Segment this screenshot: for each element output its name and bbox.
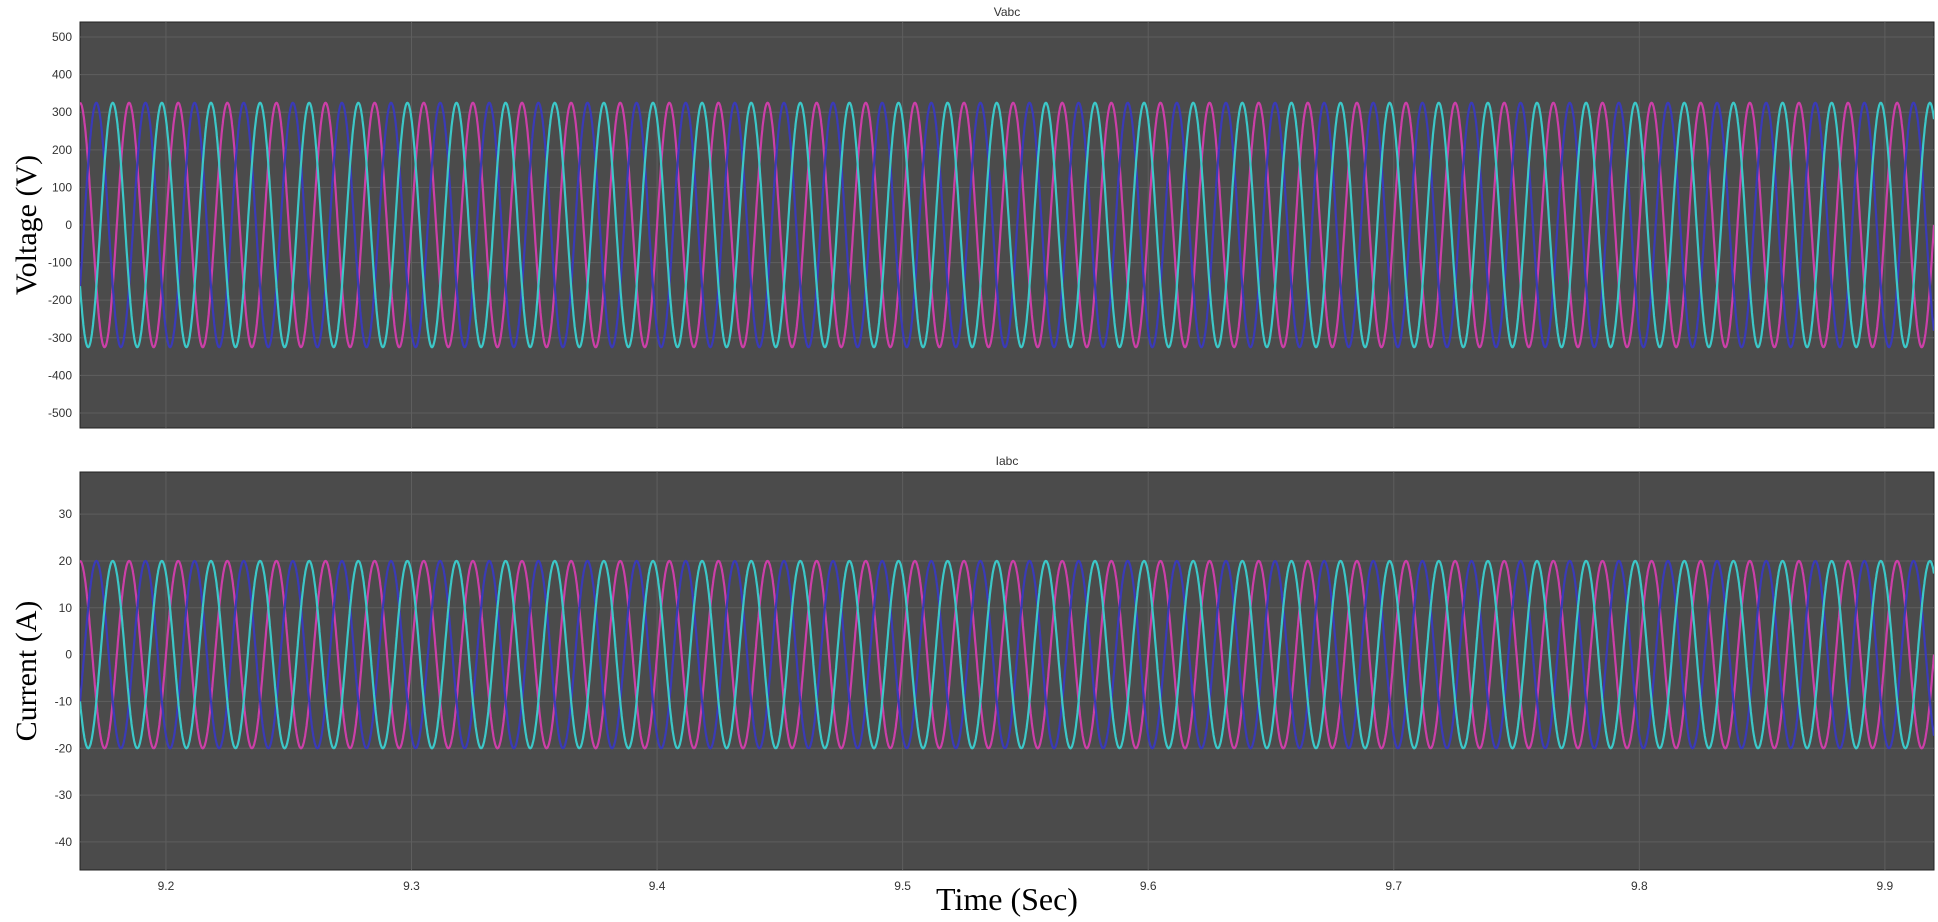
current-series-line-phase-2 (80, 559, 1934, 750)
current-x-tick-label: 9.2 (158, 879, 175, 893)
current-x-tick-label: 9.7 (1385, 879, 1402, 893)
current-plot-area (79, 471, 1935, 871)
current-x-tick-label: 9.4 (649, 879, 666, 893)
current-x-tick-label: 9.3 (403, 879, 420, 893)
voltage-y-tick-label: 300 (52, 105, 72, 119)
current-x-tick-label: 9.6 (1140, 879, 1157, 893)
voltage-y-tick-label: -200 (48, 293, 72, 307)
current-x-tick-label: 9.8 (1631, 879, 1648, 893)
voltage-y-tick-label: -500 (48, 406, 72, 420)
voltage-y-tick-label: -100 (48, 256, 72, 270)
current-y-tick-label: 30 (59, 507, 73, 521)
current-x-tick-label: 9.9 (1877, 879, 1894, 893)
current-y-tick-label: -20 (55, 741, 73, 755)
current-y-tick-label: -10 (55, 694, 73, 708)
current-series-line-phase-1 (80, 559, 1934, 750)
current-y-tick-label: 0 (65, 648, 72, 662)
current-y-axis-label: Current (A) (10, 601, 43, 742)
current-x-tick-label: 9.5 (894, 879, 911, 893)
current-series-line-phase-3 (80, 559, 1934, 750)
voltage-plot-title: Vabc (994, 5, 1020, 19)
voltage-y-tick-label: 0 (65, 218, 72, 232)
current-y-tick-label: -40 (55, 835, 73, 849)
current-plot: -40 -30 -20 -10 0 10 20 30 9.2 9.3 9.4 9.5 9.6 9.7 9.8… (10, 454, 1935, 917)
current-y-tick-label: -30 (55, 788, 73, 802)
voltage-y-tick-label: 100 (52, 180, 72, 194)
voltage-y-tick-label: -300 (48, 331, 72, 345)
voltage-y-tick-label: -400 (48, 368, 72, 382)
voltage-series-line-phase-2 (80, 101, 1934, 349)
current-y-tick-label: 20 (59, 554, 73, 568)
current-plot-title: Iabc (996, 454, 1019, 468)
voltage-y-tick-label: 200 (52, 143, 72, 157)
voltage-y-tick-label: 500 (52, 30, 72, 44)
voltage-series-line-phase-3 (80, 101, 1934, 349)
voltage-plot: -500 -400 -300 -200 -100 0 100 200 300 400 500 Vabc… (10, 5, 1935, 429)
x-axis-label: Time (Sec) (936, 881, 1078, 917)
voltage-y-axis-label: Voltage (V) (10, 155, 43, 295)
voltage-y-tick-label: 400 (52, 68, 72, 82)
voltage-series-line-phase-1 (80, 101, 1934, 349)
current-y-tick-label: 10 (59, 601, 73, 615)
